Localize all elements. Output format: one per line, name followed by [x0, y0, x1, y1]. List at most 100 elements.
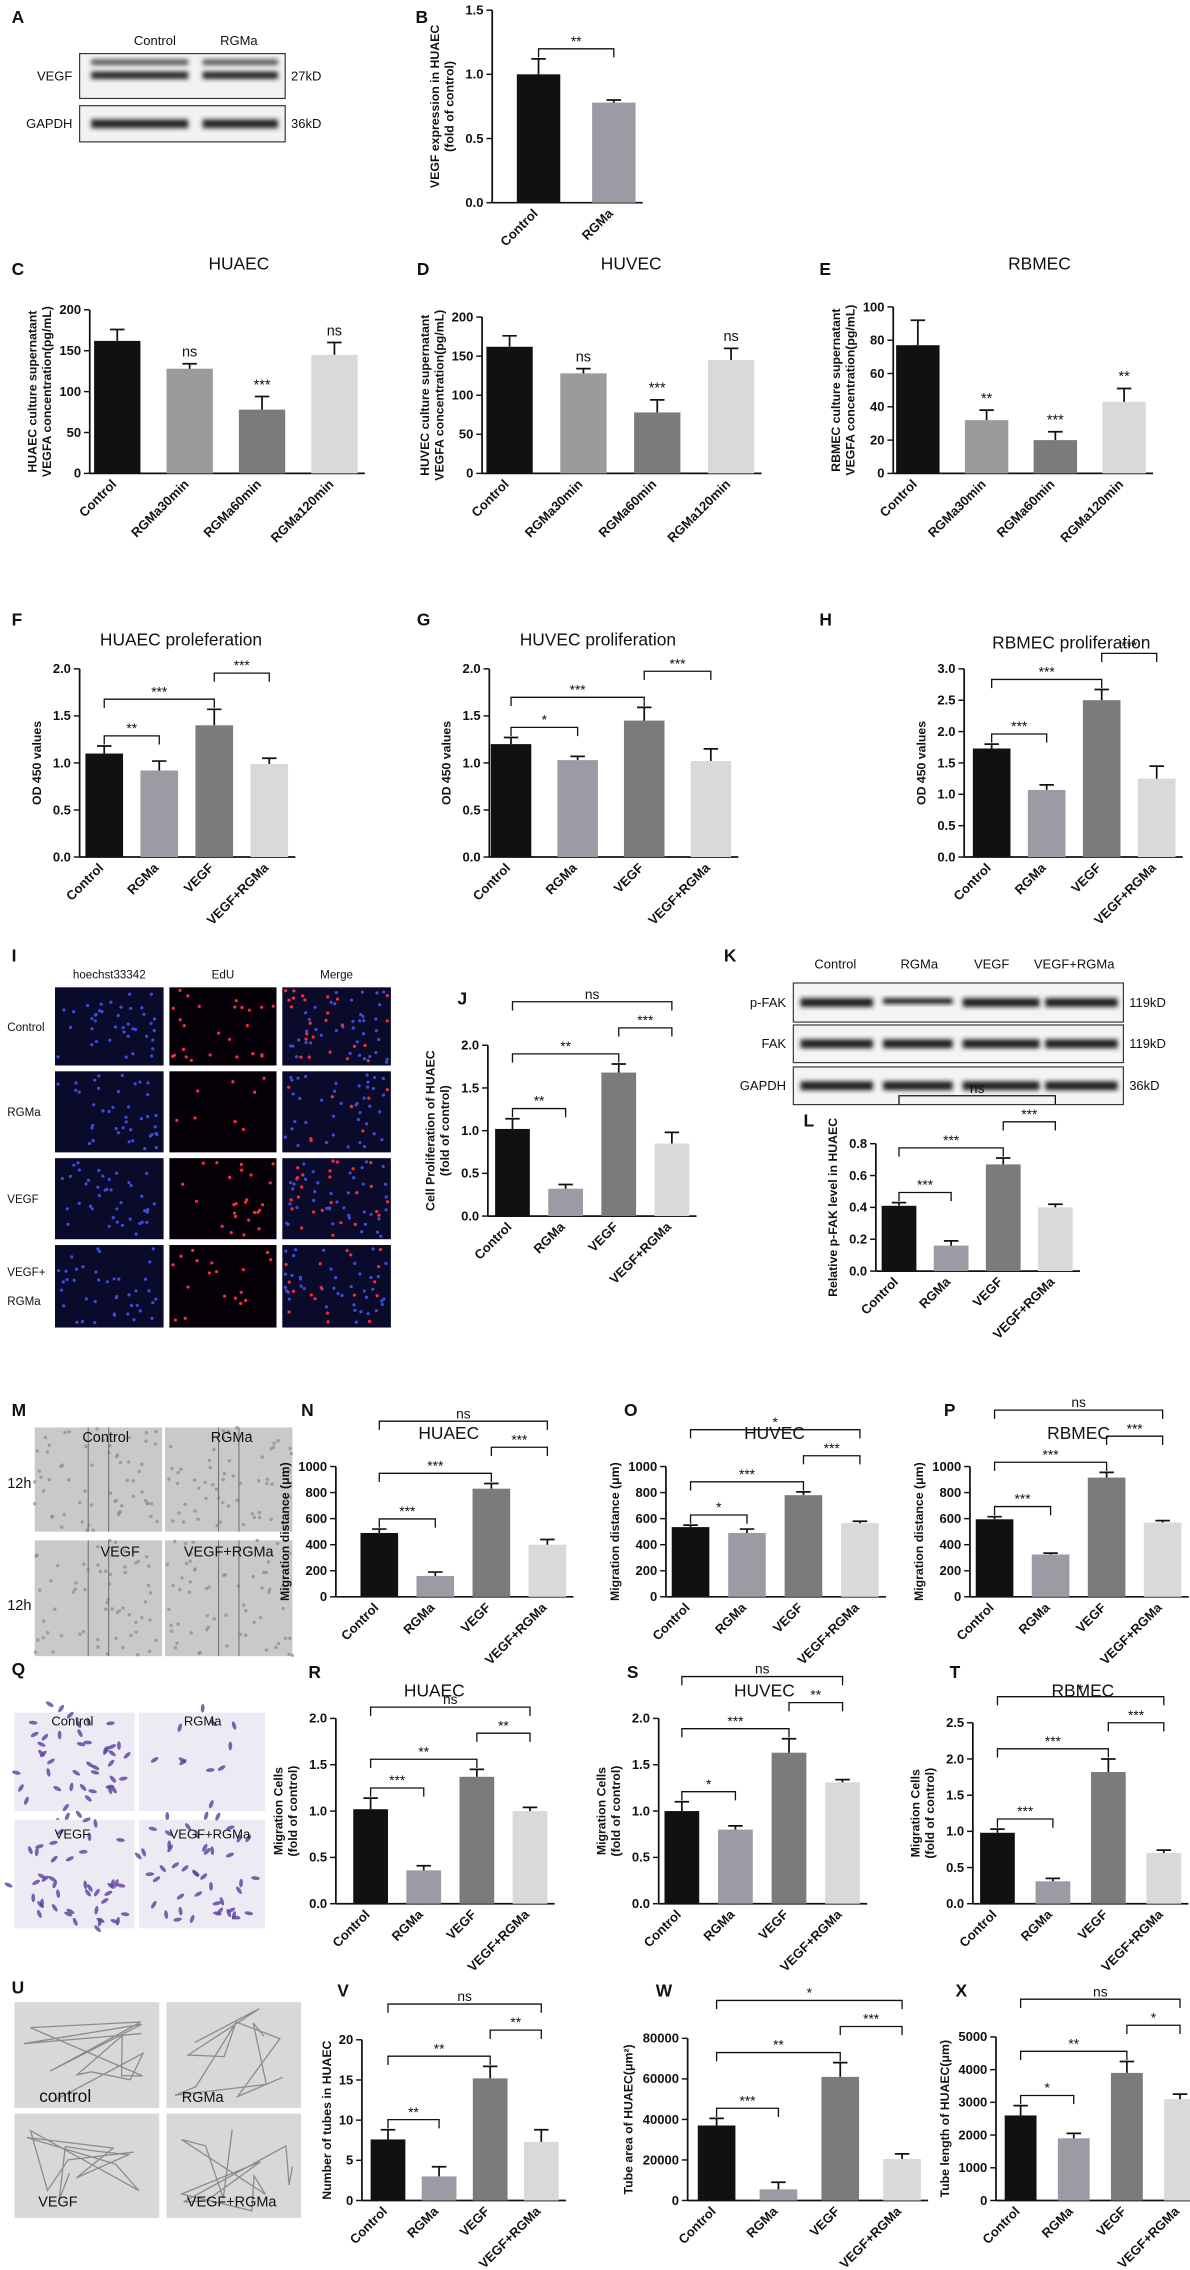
- edu-cell: [378, 1247, 383, 1252]
- nucleus: [122, 1030, 126, 1034]
- significance-bracket: [689, 1481, 805, 1491]
- migrated-cell: [76, 1742, 86, 1747]
- nucleus: [349, 1284, 353, 1289]
- error-bar: [505, 1117, 520, 1129]
- bar-chart: HUVEC 0 200 400 600 800 1000 Migration distance…: [608, 1415, 886, 1668]
- error-bar: [503, 736, 519, 745]
- cell: [41, 1636, 46, 1640]
- edu-cell: [227, 1037, 232, 1041]
- x-tick-label: VEGF+RGMa: [837, 2203, 905, 2270]
- y-tick-label: 1.5: [53, 708, 71, 723]
- significance-bracket: [681, 1728, 790, 1738]
- migrated-cell: [212, 1901, 222, 1906]
- cell: [272, 1441, 276, 1446]
- cell: [283, 1636, 288, 1641]
- error-bar: [372, 1528, 387, 1533]
- nucleus: [285, 1221, 289, 1225]
- migrated-cell: [18, 1784, 24, 1792]
- x-tick-label: Control: [76, 477, 119, 520]
- edu-cell: [183, 1316, 187, 1320]
- significance-label: ns: [327, 323, 342, 339]
- edu-cell: [210, 1261, 214, 1265]
- nucleus: [377, 1217, 381, 1221]
- bar: [1102, 401, 1146, 474]
- migrated-cell: [72, 1769, 81, 1776]
- error-bar: [611, 1063, 626, 1073]
- edu-cell: [244, 1298, 248, 1302]
- significance-bracket: [387, 2055, 491, 2065]
- row-label: VEGF: [37, 68, 72, 83]
- edu-cell: [305, 1032, 309, 1036]
- significance-bracket: [991, 733, 1048, 743]
- cell: [193, 1509, 197, 1513]
- y-axis-label: Migration distance (μm): [278, 1462, 292, 1601]
- migrated-cell: [167, 1840, 172, 1850]
- y-axis-label: OD 450 values: [30, 721, 44, 805]
- nucleus: [359, 1310, 363, 1314]
- nucleus: [327, 1206, 332, 1210]
- y-tick-label: 3000: [958, 2095, 987, 2110]
- nucleus: [139, 1117, 143, 1121]
- error-bar: [531, 58, 546, 75]
- x-tick-label: RGMa60min: [994, 476, 1058, 540]
- migrated-cell: [185, 1823, 192, 1831]
- significance-bracket: [802, 1455, 861, 1465]
- chart-title: HUVEC: [744, 1423, 805, 1443]
- y-tick-label: 0: [320, 1589, 327, 1604]
- nucleus: [97, 1278, 101, 1282]
- nucleus: [372, 1132, 376, 1136]
- panel-letter: X: [955, 1980, 967, 2000]
- nucleus: [124, 1055, 128, 1059]
- nucleus: [288, 1202, 292, 1206]
- edu-cell: [335, 1160, 339, 1164]
- nucleus: [352, 1176, 356, 1180]
- significance-bracket: [510, 726, 579, 737]
- tube-network: [179, 2129, 294, 2212]
- nucleus: [90, 1126, 94, 1130]
- nucleus: [96, 1185, 100, 1189]
- significance-label: ***: [234, 658, 251, 673]
- migrated-cell: [94, 1925, 101, 1933]
- nucleus: [152, 1017, 157, 1021]
- nucleus: [322, 1248, 326, 1252]
- nucleus: [368, 1104, 372, 1108]
- y-tick-label: 2.5: [937, 693, 955, 708]
- size-label: 119kD: [1129, 995, 1166, 1010]
- nucleus: [360, 990, 364, 994]
- edu-cell: [178, 988, 182, 992]
- significance-bracket: [996, 1696, 1165, 1706]
- nucleus: [129, 1303, 134, 1308]
- nucleus: [97, 1074, 101, 1078]
- nucleus: [112, 1312, 116, 1316]
- bar: [1137, 778, 1176, 858]
- bar: [592, 102, 636, 203]
- y-axis-label: (fold of control): [438, 1085, 452, 1176]
- migrated-cell: [171, 1862, 180, 1869]
- error-bar: [771, 2181, 786, 2190]
- significance-bracket: [511, 1053, 620, 1063]
- nucleus: [145, 1115, 150, 1119]
- migrated-cell: [56, 1828, 64, 1836]
- cell: [183, 1541, 188, 1546]
- cell: [153, 1442, 158, 1446]
- chart-title: HUVEC: [601, 253, 662, 273]
- x-tick-label: VEGF: [1093, 2204, 1129, 2240]
- significance-bracket: [490, 1446, 549, 1456]
- significance-label: **: [981, 391, 993, 407]
- row-label: GAPDH: [740, 1078, 786, 1093]
- x-tick-label: VEGF+RGMa: [645, 860, 713, 928]
- nucleus: [145, 1171, 149, 1175]
- bar: [841, 1523, 879, 1597]
- nucleus: [90, 1207, 94, 1211]
- x-tick-label: RGMa120min: [664, 476, 733, 545]
- nucleus: [92, 1103, 96, 1107]
- error-bar: [796, 1491, 811, 1496]
- cell: [283, 1499, 287, 1503]
- nucleus: [331, 1222, 335, 1226]
- nucleus: [90, 1016, 94, 1021]
- image-label: VEGF: [38, 2194, 78, 2210]
- edu-cell: [301, 994, 305, 998]
- cell: [80, 1520, 84, 1524]
- migrated-cell: [145, 1872, 155, 1877]
- y-tick-label: 200: [305, 1563, 327, 1578]
